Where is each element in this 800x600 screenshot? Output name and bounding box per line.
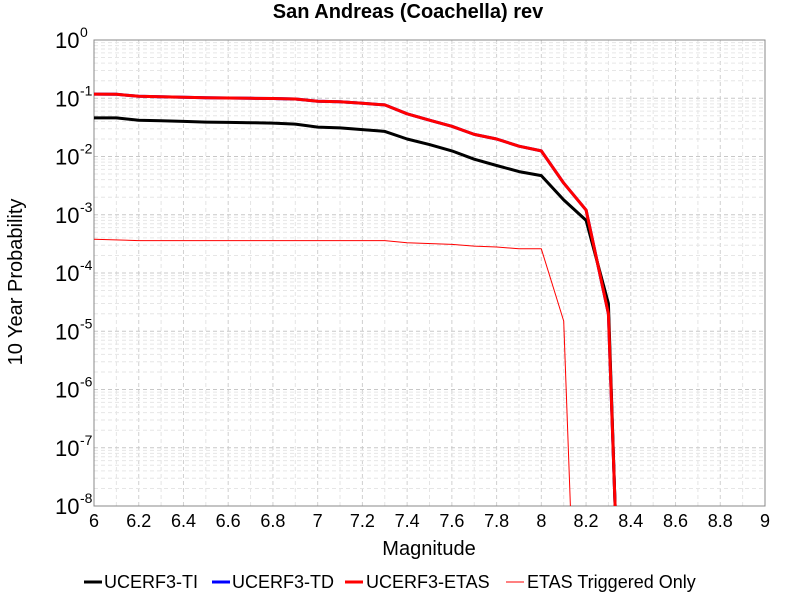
y-tick-exponent: 0 [80, 24, 88, 40]
series-line-etas-triggered-only [93, 238, 571, 507]
y-tick-exponent: -1 [80, 82, 93, 98]
y-tick-label: 10 0 [55, 24, 88, 53]
x-tick-label: 7.2 [350, 511, 375, 531]
y-axis-label: 10 Year Probability [5, 199, 27, 366]
y-tick-label: 10 -7 [55, 432, 93, 461]
y-tick-base: 10 [55, 145, 79, 170]
x-tick-label: 7.6 [439, 511, 464, 531]
x-tick-label: 7.8 [484, 511, 509, 531]
y-tick-exponent: -7 [80, 432, 93, 448]
x-tick-label: 9 [760, 511, 770, 531]
legend-item: UCERF3-TD [212, 572, 334, 592]
legend-item: UCERF3-TI [84, 572, 198, 592]
x-tick-label: 6.2 [126, 511, 151, 531]
x-tick-label: 8.4 [618, 511, 643, 531]
series-lines [93, 92, 617, 507]
plot-area [93, 39, 766, 507]
grid [93, 40, 766, 507]
x-tick-label: 6 [89, 511, 99, 531]
x-tick-label: 8 [536, 511, 546, 531]
y-tick-exponent: -6 [80, 374, 93, 390]
x-axis-label: Magnitude [382, 538, 475, 560]
y-tick-exponent: -8 [80, 490, 93, 506]
x-tick-label: 8.6 [663, 511, 688, 531]
y-tick-base: 10 [55, 28, 79, 53]
x-tick-label: 8.8 [708, 511, 733, 531]
x-tick-label: 7 [313, 511, 323, 531]
legend-label: UCERF3-TI [104, 572, 198, 592]
y-tick-label: 10 -4 [55, 257, 93, 286]
series-line-ucerf3-etas [93, 92, 617, 507]
y-tick-label: 10 -3 [55, 199, 93, 228]
y-tick-exponent: -3 [80, 199, 93, 215]
y-tick-exponent: -4 [80, 257, 93, 273]
x-tick-label: 7.4 [395, 511, 420, 531]
legend-label: ETAS Triggered Only [527, 572, 696, 592]
y-tick-base: 10 [55, 378, 79, 403]
x-tick-label: 8.2 [574, 511, 599, 531]
legend-label: UCERF3-TD [232, 572, 334, 592]
y-tick-base: 10 [55, 86, 79, 111]
y-tick-base: 10 [55, 319, 79, 344]
x-axis-ticks: 6 6.2 6.4 6.6 6.8 7 7.2 7.4 7.6 7.8 8 8.2 8.4 8.6 8.8 9 [89, 511, 770, 531]
y-tick-base: 10 [55, 203, 79, 228]
x-tick-label: 6.4 [171, 511, 196, 531]
y-tick-label: 10 -5 [55, 315, 93, 344]
y-tick-label: 10 -8 [55, 490, 93, 519]
y-tick-base: 10 [55, 261, 79, 286]
y-tick-label: 10 -6 [55, 374, 93, 403]
legend-label: UCERF3-ETAS [366, 572, 490, 592]
x-tick-label: 6.6 [216, 511, 241, 531]
y-tick-label: 10 -2 [55, 141, 93, 170]
y-tick-exponent: -2 [80, 141, 93, 157]
y-tick-base: 10 [55, 436, 79, 461]
chart-title: San Andreas (Coachella) rev [273, 1, 544, 23]
x-tick-label: 6.8 [260, 511, 285, 531]
y-tick-label: 10 -1 [55, 82, 93, 111]
legend: UCERF3-TI UCERF3-TD UCERF3-ETAS ETAS Trigge… [84, 572, 696, 592]
y-tick-exponent: -5 [80, 315, 93, 331]
legend-item: ETAS Triggered Only [506, 572, 696, 592]
legend-item: UCERF3-ETAS [345, 572, 490, 592]
y-tick-base: 10 [55, 494, 79, 519]
series-line-ucerf3-ti [94, 116, 617, 507]
